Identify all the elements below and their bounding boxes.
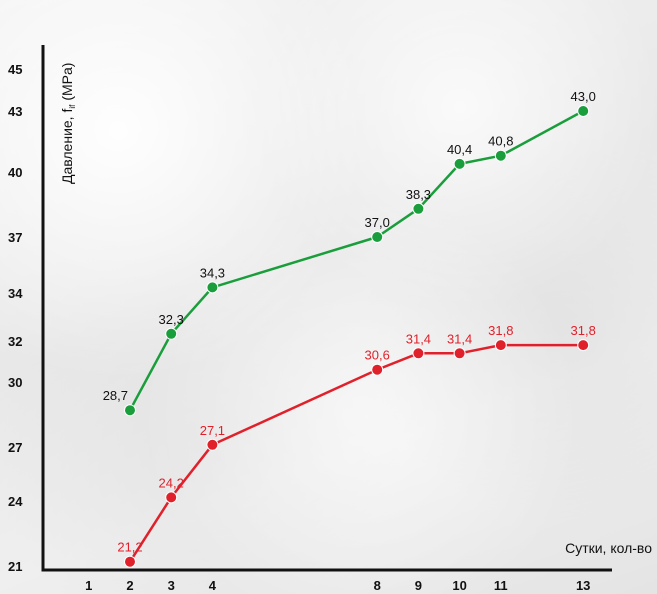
data-labels: 28,7 32,3 34,3 37,0 38,3 40,4 40,8 43,0 21,2 24,2… (103, 89, 596, 555)
series-1-data-label: 24,2 (159, 475, 184, 490)
y-tick-label: 34 (8, 286, 23, 301)
x-tick-label: 11 (494, 578, 508, 593)
series-lines (128, 109, 584, 563)
y-tick-label: 37 (8, 230, 22, 245)
y-axis-label-main: Давление, f (59, 109, 75, 184)
series-line-1 (128, 343, 584, 563)
y-tick-label: 30 (8, 375, 22, 390)
axes (41, 45, 612, 572)
series-1-data-label: 31,8 (571, 323, 596, 338)
series-0-data-label: 38,3 (406, 187, 431, 202)
y-axis-label-subscript: if (68, 104, 77, 109)
series-0-data-label: 28,7 (103, 388, 128, 403)
y-tick-label: 43 (8, 104, 22, 119)
series-0-point (412, 202, 425, 215)
x-tick-label: 2 (126, 578, 133, 593)
series-1-point (206, 438, 219, 451)
series-1-point (124, 555, 136, 568)
x-tick-label: 4 (209, 578, 217, 593)
series-1-point (371, 363, 384, 376)
y-axis-label-unit: (MPa) (59, 63, 75, 101)
series-0-point (494, 149, 507, 162)
y-axis-label: Давление, fif (MPa) (59, 63, 77, 184)
x-tick-label: 8 (374, 578, 381, 593)
series-1-point (577, 339, 590, 352)
x-tick-label: 10 (452, 578, 466, 593)
x-tick-label: 9 (415, 578, 422, 593)
y-tick-label: 24 (8, 494, 23, 509)
series-0-point (165, 327, 178, 340)
x-tick-label: 13 (576, 578, 590, 593)
y-tick-label: 40 (8, 165, 22, 180)
x-tick-label: 3 (168, 578, 175, 593)
y-tick-label: 45 (8, 62, 22, 77)
series-0-data-label: 34,3 (200, 265, 225, 280)
series-1-data-label: 31,4 (447, 331, 472, 346)
series-1-data-label: 30,6 (365, 348, 390, 363)
series-1-data-label: 21,2 (117, 540, 142, 555)
series-1-point (494, 339, 507, 352)
series-0-point (124, 404, 136, 417)
series-0-point (577, 105, 590, 117)
y-tick-label: 27 (8, 440, 22, 455)
series-0-data-label: 40,8 (488, 134, 513, 149)
series-1-data-label: 31,4 (406, 331, 431, 346)
series-0-point (453, 157, 466, 170)
series-0-point (206, 281, 219, 294)
series-0-data-label: 43,0 (571, 89, 596, 104)
series-0-point (371, 231, 384, 243)
series-line-0 (128, 109, 584, 411)
x-axis-label: Сутки, кол-во (565, 540, 652, 556)
series-1-data-label: 31,8 (488, 323, 513, 338)
series-1-data-label: 27,1 (200, 423, 225, 438)
series-0-data-label: 37,0 (365, 215, 390, 230)
series-1-point (453, 347, 466, 360)
x-tick-label: 1 (85, 578, 92, 593)
series-1-point (412, 347, 425, 360)
data-points (124, 105, 590, 568)
series-0-data-label: 40,4 (447, 142, 472, 157)
series-0-data-label: 32,3 (159, 312, 184, 327)
series-1-point (165, 491, 178, 504)
y-tick-label: 32 (8, 334, 22, 349)
y-tick-label: 21 (8, 559, 22, 574)
